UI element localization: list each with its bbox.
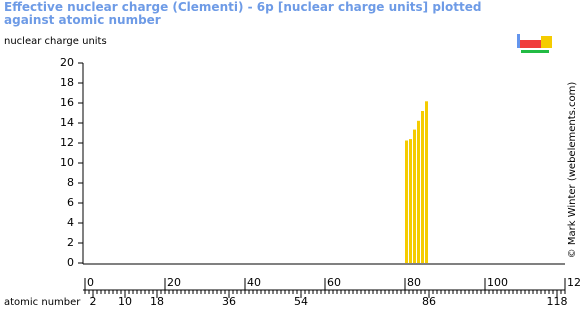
y-tick-label: 18 [60, 76, 74, 89]
x-axis-label: atomic number [4, 297, 81, 308]
bar [409, 139, 412, 263]
y-tick-label: 8 [67, 176, 74, 189]
x2-tick-label: 18 [150, 295, 164, 308]
x-tick-label: 80 [407, 276, 421, 289]
x-tick-label: 0 [87, 276, 94, 289]
credit: © Mark Winter (webelements.com) [567, 82, 578, 259]
bar [405, 140, 408, 263]
y-tick-label: 6 [67, 196, 74, 209]
x-tick-label: 40 [247, 276, 261, 289]
y-tick-label: 2 [67, 236, 74, 249]
bar [425, 101, 428, 263]
y-tick-label: 16 [60, 96, 74, 109]
y-tick-label: 14 [60, 116, 74, 129]
x2-tick-label: 118 [547, 295, 568, 308]
x2-tick-label: 2 [90, 295, 97, 308]
bar [413, 129, 416, 263]
x-tick-label: 60 [327, 276, 341, 289]
x2-tick-label: 54 [294, 295, 308, 308]
y-tick-label: 20 [60, 56, 74, 69]
y-axis-label: nuclear charge units [4, 36, 107, 47]
x2-tick-label: 10 [118, 295, 132, 308]
y-tick-label: 10 [60, 156, 74, 169]
x2-tick-label: 36 [222, 295, 236, 308]
y-tick-label: 4 [67, 216, 74, 229]
chart-title: Effective nuclear charge (Clementi) - 6p… [4, 0, 482, 27]
table-logo [517, 34, 552, 53]
y-tick-label: 12 [60, 136, 74, 149]
x-tick-label: 100 [487, 276, 508, 289]
bar [417, 120, 420, 263]
x-tick-label: 120 [567, 276, 580, 289]
bar [421, 111, 424, 263]
x-tick-label: 20 [167, 276, 181, 289]
y-tick-label: 0 [67, 256, 74, 269]
x2-tick-label: 86 [422, 295, 436, 308]
